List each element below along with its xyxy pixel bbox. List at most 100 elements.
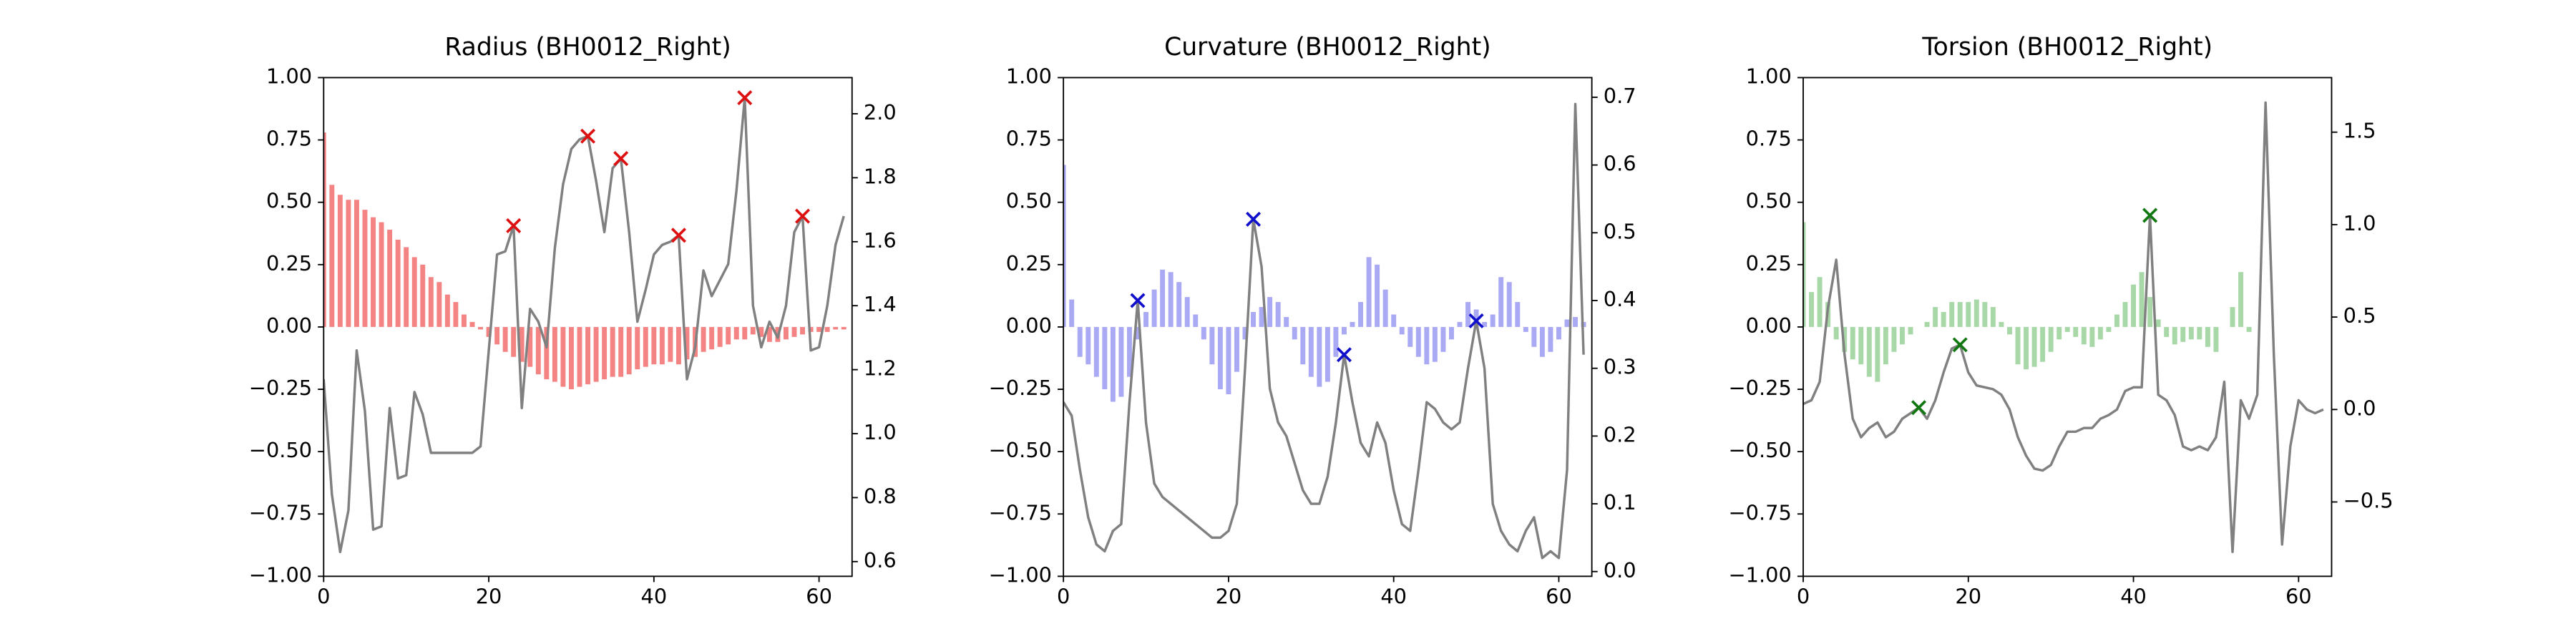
bar — [1490, 314, 1496, 327]
bar — [436, 282, 442, 327]
peak-marker — [2142, 208, 2158, 223]
bar — [1242, 326, 1248, 340]
bar — [593, 326, 599, 382]
bar — [816, 326, 822, 332]
y-tick-label: 0.00 — [1006, 313, 1052, 338]
y-tick-label: 1.00 — [1746, 64, 1792, 88]
bar — [684, 326, 690, 360]
bar — [2040, 326, 2046, 362]
peak-marker — [580, 128, 596, 144]
y2-tick-label: 0.4 — [1604, 287, 1636, 311]
bar — [2089, 326, 2095, 347]
y2-tick-label: 0.5 — [2343, 303, 2376, 328]
bar — [635, 326, 640, 370]
y-tick-label: −1.00 — [1729, 562, 1792, 587]
bar — [1573, 316, 1578, 327]
y-tick-label: 1.00 — [1006, 64, 1052, 88]
y-tick-label: 0.00 — [1746, 313, 1792, 338]
bar — [2057, 326, 2062, 340]
bar — [1957, 302, 1963, 327]
peak-marker — [1246, 211, 1262, 227]
y2-tick-label: 1.8 — [864, 164, 897, 188]
subplot-title: Torsion (BH0012_Right) — [1921, 33, 2212, 62]
bar — [478, 326, 483, 330]
bar — [1308, 326, 1314, 377]
bar — [1432, 326, 1438, 362]
y2-tick-label: 0.2 — [1604, 422, 1636, 447]
y-tick-label: −0.75 — [989, 500, 1052, 525]
bar — [1333, 326, 1339, 357]
bar — [1358, 302, 1363, 327]
bar — [371, 217, 376, 327]
bar — [323, 132, 326, 327]
bar — [519, 326, 525, 362]
subplot-title: Radius (BH0012_Right) — [444, 33, 731, 62]
y2-tick-label: 0.1 — [1604, 490, 1636, 514]
bar — [1407, 326, 1413, 347]
bar — [444, 294, 450, 327]
bar — [2238, 272, 2243, 327]
y-tick-label: −0.50 — [989, 438, 1052, 462]
bar — [758, 326, 764, 337]
bar — [2031, 326, 2037, 367]
bar — [1267, 297, 1273, 327]
bar — [1151, 289, 1157, 327]
bar — [1176, 282, 1182, 327]
bar — [577, 326, 582, 387]
bar — [2081, 326, 2087, 345]
bar — [1382, 289, 1388, 327]
bar — [2114, 314, 2119, 327]
bar — [535, 326, 541, 375]
bar — [2197, 326, 2202, 340]
bar — [824, 326, 830, 332]
bar — [1531, 326, 1537, 347]
bar — [387, 230, 393, 327]
y2-tick-label: 1.0 — [2343, 211, 2376, 235]
peak-marker — [737, 90, 753, 106]
line — [1063, 102, 1585, 560]
bar — [1275, 302, 1281, 327]
bar — [1168, 272, 1174, 327]
bar — [585, 326, 590, 385]
bar — [1858, 326, 1864, 365]
bar — [1201, 326, 1206, 340]
bar — [1063, 165, 1066, 327]
bar — [1077, 326, 1083, 357]
bar — [1924, 321, 1930, 327]
x-tick-label: 0 — [317, 584, 330, 608]
y-tick-label: 0.50 — [1006, 189, 1052, 213]
y2-tick-label: 1.2 — [864, 356, 897, 381]
bar — [462, 314, 467, 327]
y2-tick-label: 0.5 — [1604, 219, 1636, 243]
bar — [511, 326, 517, 357]
bar — [1982, 302, 1988, 327]
bar — [626, 326, 632, 375]
bar — [2024, 326, 2029, 370]
y-tick-label: 0.00 — [266, 313, 312, 338]
bar — [2155, 319, 2161, 327]
bar — [1457, 321, 1463, 327]
bar — [1217, 326, 1223, 390]
bar — [2007, 326, 2012, 335]
bar — [1966, 302, 1971, 327]
line — [1803, 101, 2324, 554]
x-tick-label: 40 — [1380, 584, 1407, 608]
bar — [428, 277, 434, 327]
bar — [1135, 326, 1141, 340]
bar — [2073, 326, 2079, 337]
bar — [1803, 222, 1806, 327]
y-tick-label: −0.75 — [249, 500, 312, 525]
bar — [1891, 326, 1897, 352]
bar — [395, 239, 401, 327]
bar — [1317, 326, 1322, 387]
bar — [1949, 302, 1955, 327]
bar — [1875, 326, 1880, 382]
bar — [2213, 326, 2219, 352]
bar — [1850, 326, 1855, 360]
y-tick-label: −1.00 — [249, 562, 312, 587]
bar — [1908, 326, 1913, 335]
bar — [552, 326, 557, 382]
bar — [643, 326, 648, 367]
y-tick-label: 1.00 — [266, 64, 312, 88]
y2-tick-label: 0.7 — [1604, 84, 1636, 108]
